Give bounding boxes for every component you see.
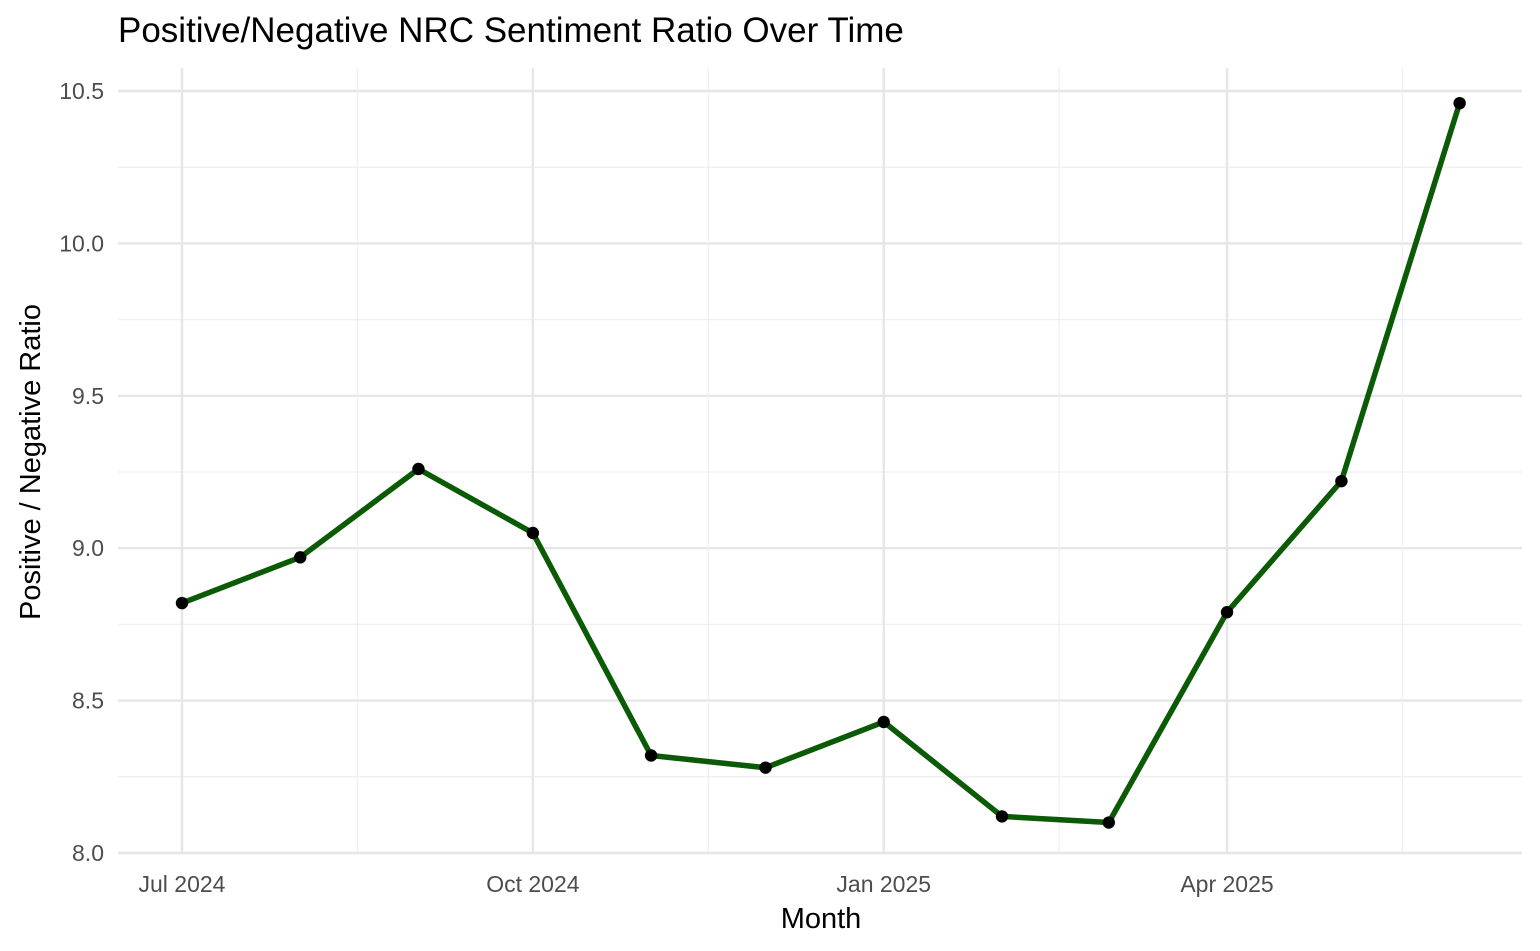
data-point [1335,474,1348,488]
series-line-layer [179,100,1463,826]
x-tick-label: Jan 2025 [836,871,931,897]
data-point [175,596,189,610]
data-point [995,810,1009,823]
grid [118,68,1522,855]
data-point [1102,816,1115,829]
data-point [877,715,890,729]
y-tick-label: 9.0 [72,535,104,561]
y-tick-label: 10.5 [59,78,104,104]
data-point [644,749,658,762]
y-tick-label: 10.0 [59,230,104,256]
series-line [179,100,1463,826]
x-axis-label: Month [781,903,862,935]
x-tick-label: Oct 2024 [486,871,580,897]
chart-title: Positive/Negative NRC Sentiment Ratio Ov… [118,11,904,50]
data-point [412,462,425,476]
data-point [526,526,540,540]
data-point [759,761,772,774]
tick-labels: 8.0 8.5 9.0 9.5 10.0 10.5 Jul 2024 Oct 2024 Jan … [59,78,1273,897]
data-points [175,96,1466,829]
y-axis-label: Positive / Negative Ratio [15,304,47,620]
y-tick-label: 8.0 [72,840,104,866]
data-point [1453,96,1466,110]
data-point [1220,606,1234,619]
y-tick-label: 9.5 [72,383,104,409]
x-tick-label: Apr 2025 [1180,871,1273,897]
data-point [294,551,307,564]
x-tick-label: Jul 2024 [139,871,226,897]
y-tick-label: 8.5 [72,688,104,714]
